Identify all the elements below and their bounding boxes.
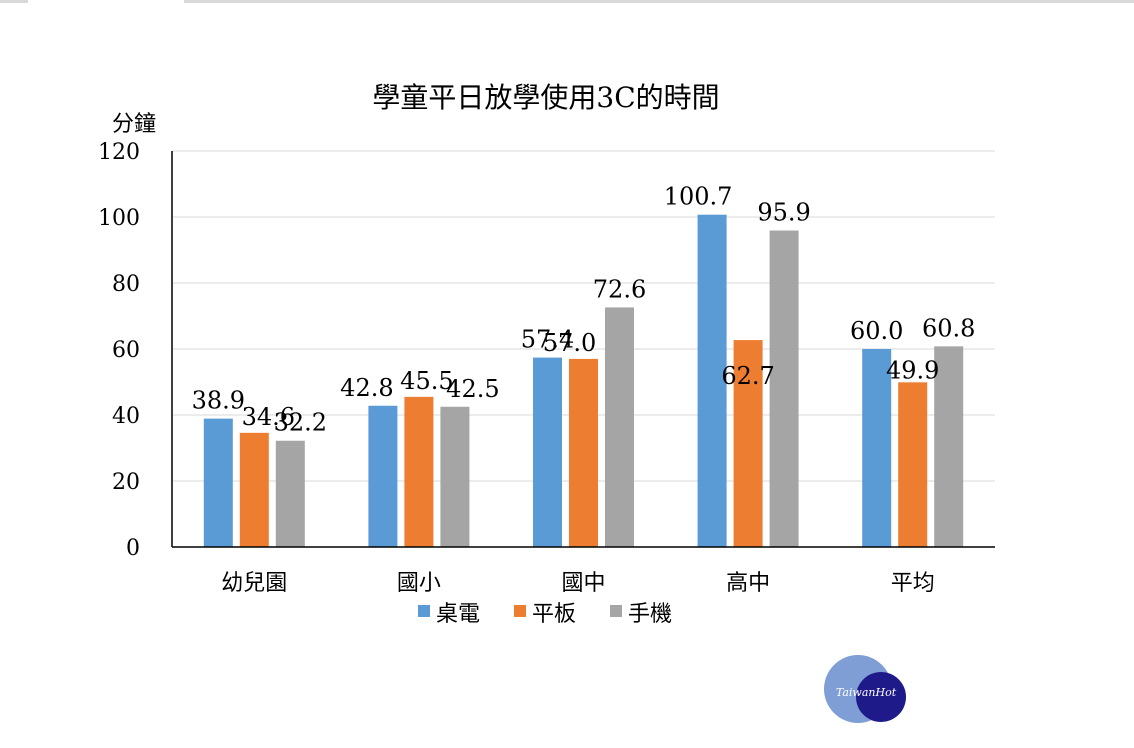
y-tick-label: 100	[98, 206, 140, 231]
data-label-1-0: 34.6	[242, 403, 295, 431]
chart-title: 學童平日放學使用3C的時間	[372, 81, 719, 114]
data-labels: 38.934.632.2 42.8 45.542.5 57.457.0 72.6 100.…	[192, 183, 976, 437]
legend: 桌電 平板 手機	[418, 602, 672, 627]
data-label-1-3: 62.7	[721, 362, 774, 390]
top-border-right	[184, 0, 1134, 3]
bar-2-3	[769, 230, 799, 547]
bar-1-4	[898, 382, 928, 547]
data-label-0-3: 100.7	[664, 183, 733, 211]
category-label-1: 國小	[397, 571, 441, 596]
bar-2-0	[275, 440, 305, 547]
data-label-2-4: 60.8	[922, 314, 975, 342]
bars	[203, 214, 964, 547]
taiwanhot-logo: TaiwanHot	[824, 655, 906, 723]
category-label-3: 高中	[726, 571, 770, 596]
bar-1-0	[239, 432, 269, 547]
category-label-0: 幼兒園	[221, 571, 287, 596]
y-tick-label: 80	[112, 272, 140, 297]
bar-0-1	[368, 405, 398, 547]
data-label-2-1: 42.5	[446, 375, 499, 403]
y-tick-label: 40	[112, 404, 140, 429]
category-label-2: 國中	[561, 571, 605, 596]
bar-0-3	[697, 214, 727, 547]
bar-2-2	[605, 307, 634, 547]
legend-swatch-1	[514, 605, 526, 617]
legend-label-1: 平板	[532, 602, 576, 627]
data-label-0-0: 38.9	[192, 387, 245, 415]
data-label-2-0: 32.2	[274, 409, 327, 437]
x-axis-categories: 幼兒園 國小 國中 高中 平均	[221, 571, 934, 596]
data-label-2-3: 95.9	[757, 199, 810, 227]
data-label-2-2: 72.6	[593, 275, 646, 303]
bar-1-2	[569, 358, 598, 547]
y-axis-label: 分鐘	[112, 112, 156, 137]
bar-0-2	[533, 357, 562, 547]
legend-swatch-0	[418, 605, 430, 617]
data-label-1-2: 57.0	[543, 329, 596, 357]
bar-0-4	[862, 349, 892, 547]
data-label-0-1: 42.8	[340, 374, 393, 402]
top-border	[0, 0, 1134, 3]
legend-label-2: 手機	[628, 602, 672, 627]
bar-1-3	[733, 340, 763, 547]
bar-2-4	[934, 346, 964, 547]
y-tick-label: 0	[126, 536, 140, 561]
y-tick-label: 120	[98, 140, 140, 165]
axes	[171, 151, 995, 548]
data-label-1-4: 49.9	[886, 356, 939, 384]
data-label-0-4: 60.0	[850, 317, 903, 345]
category-label-4: 平均	[891, 571, 935, 596]
logo-circle-dark	[856, 672, 906, 722]
y-axis-ticks: 0 20 40 60 80 100 120	[98, 140, 140, 561]
bar-2-1	[440, 406, 470, 547]
data-label-1-1: 45.5	[400, 367, 453, 395]
bar-0-0	[203, 418, 233, 547]
y-tick-label: 60	[112, 338, 140, 363]
y-tick-label: 20	[112, 470, 140, 495]
bar-1-1	[404, 396, 434, 547]
top-border-left	[0, 0, 28, 3]
logo-text: TaiwanHot	[836, 686, 897, 699]
legend-swatch-2	[610, 605, 622, 617]
data-label-0-2: 57.4	[521, 326, 574, 354]
legend-label-0: 桌電	[436, 602, 480, 627]
